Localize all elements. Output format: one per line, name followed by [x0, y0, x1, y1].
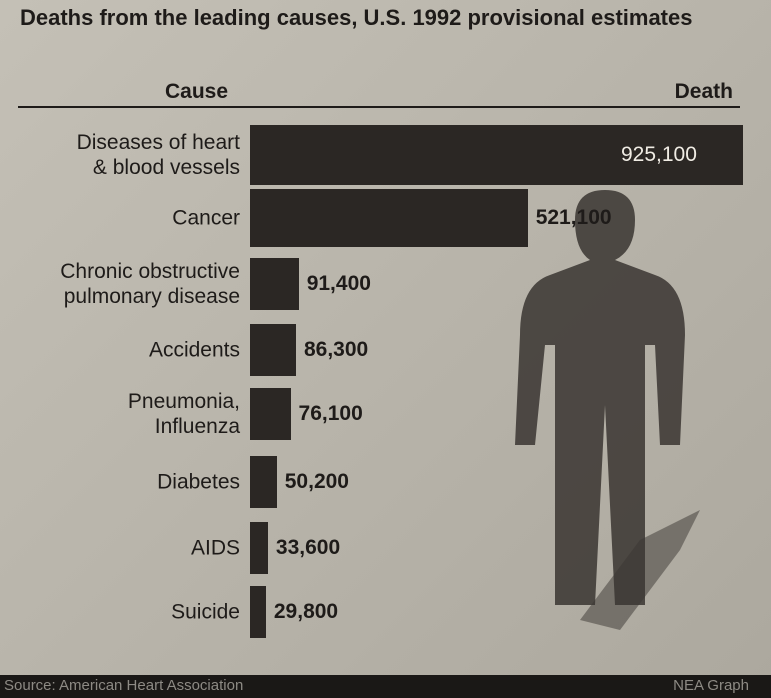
column-header: Death: [675, 80, 733, 104]
value-label: 29,800: [274, 600, 338, 624]
y-tick-label: Pneumonia, Influenza: [128, 389, 240, 439]
value-label: 33,600: [276, 536, 340, 560]
silhouette: [480, 180, 710, 650]
source-note: Source: American Heart Association: [4, 677, 243, 694]
y-tick-label: Cancer: [172, 206, 240, 231]
value-label: 86,300: [304, 338, 368, 362]
y-tick-label: Diabetes: [157, 470, 240, 495]
column-header: Cause: [165, 80, 228, 104]
header-rule: [18, 106, 740, 108]
bar: [250, 456, 277, 508]
y-tick-label: Accidents: [149, 338, 240, 363]
y-tick-label: Chronic obstructive pulmonary disease: [60, 259, 240, 309]
value-label: 91,400: [307, 272, 371, 296]
credit: NEA Graph: [673, 677, 749, 694]
bar: [250, 258, 299, 310]
page: Deaths from the leading causes, U.S. 199…: [0, 0, 771, 698]
value-label: 76,100: [299, 402, 363, 426]
value-label: 925,100: [621, 143, 697, 167]
value-label: 521,100: [536, 206, 612, 230]
y-tick-label: Diseases of heart & blood vessels: [77, 130, 240, 180]
bar: [250, 189, 528, 247]
value-label: 50,200: [285, 470, 349, 494]
bar: [250, 586, 266, 638]
bar: [250, 324, 296, 376]
y-tick-label: AIDS: [191, 536, 240, 561]
chart-title: Deaths from the leading causes, U.S. 199…: [20, 6, 700, 30]
bar: [250, 388, 291, 440]
bar: [250, 522, 268, 574]
y-tick-label: Suicide: [171, 600, 240, 625]
